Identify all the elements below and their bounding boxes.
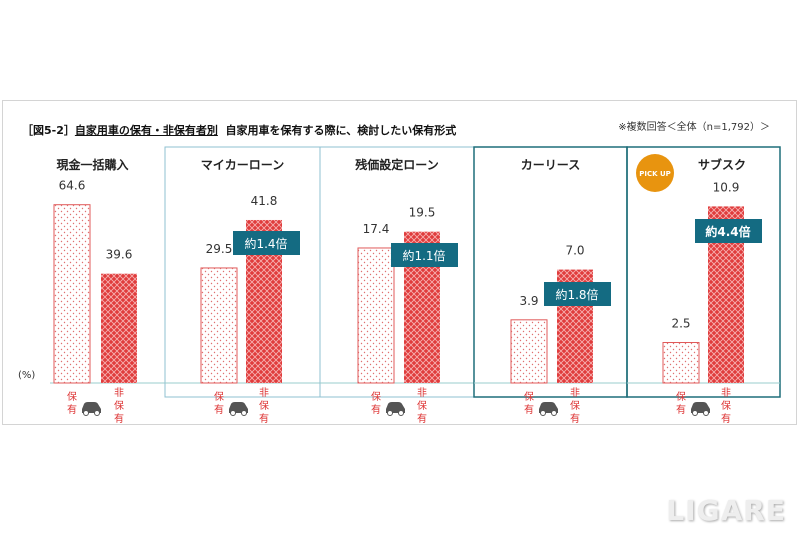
bar-hold — [662, 342, 700, 384]
legend-hold: 有 — [214, 403, 224, 416]
chart-title: ［図5-2］自家用車の保有・非保有者別 自家用車を保有する際に、検討したい保有形… — [22, 124, 457, 137]
legend-nonhold: 非 — [114, 387, 124, 399]
panel-border — [473, 146, 628, 398]
multiplier-text: 約1.8倍 — [555, 287, 598, 302]
value-label-hold: 17.4 — [363, 222, 390, 236]
unit-label: (%) — [18, 370, 35, 381]
value-label-hold: 64.6 — [59, 179, 86, 193]
car-wheel — [241, 410, 247, 416]
panel-border — [626, 146, 781, 398]
panel-border — [319, 146, 475, 398]
car-wheel — [83, 410, 89, 416]
car-wheel — [703, 410, 709, 416]
value-label-nonhold: 7.0 — [565, 244, 584, 258]
legend-hold: 有 — [676, 403, 686, 416]
legend-nonhold: 有 — [570, 412, 580, 425]
legend-nonhold: 有 — [417, 412, 427, 425]
value-label-nonhold: 10.9 — [713, 180, 740, 194]
value-label-nonhold: 39.6 — [106, 248, 133, 262]
multiplier-badge — [544, 282, 611, 306]
legend-hold: 有 — [524, 403, 534, 416]
legend-nonhold: 非 — [417, 387, 427, 399]
car-wheel — [387, 410, 393, 416]
category-label: サブスク — [698, 157, 746, 172]
category-label: 現金一括購入 — [56, 157, 128, 172]
legend-nonhold: 非 — [259, 387, 269, 399]
value-label-hold: 2.5 — [671, 317, 690, 331]
legend-hold: 有 — [67, 403, 77, 416]
multiplier-text: 約1.4倍 — [244, 236, 287, 251]
bar-hold — [200, 267, 238, 384]
legend-nonhold: 有 — [721, 412, 731, 425]
category-label: マイカーローン — [201, 158, 284, 172]
legend-nonhold: 保 — [417, 399, 427, 412]
legend-hold: 保 — [524, 390, 534, 403]
value-label-nonhold: 19.5 — [409, 206, 436, 220]
legend-nonhold: 有 — [114, 412, 124, 425]
pickup-badge — [636, 154, 674, 192]
multiplier-badge — [391, 243, 458, 267]
value-label-nonhold: 41.8 — [251, 194, 278, 208]
multiplier-text: 約4.4倍 — [705, 224, 750, 239]
category-label: 残価設定ローン — [355, 157, 438, 172]
legend-nonhold: 非 — [570, 387, 580, 399]
legend-hold: 保 — [214, 390, 224, 403]
value-label-hold: 29.5 — [206, 242, 233, 256]
category-label: カーリース — [521, 158, 580, 172]
car-wheel — [94, 410, 100, 416]
bar-hold — [510, 319, 548, 384]
legend-nonhold: 保 — [721, 399, 731, 412]
multiplier-badge — [695, 219, 762, 243]
bar-hold — [53, 204, 91, 384]
bar-nonhold — [101, 273, 137, 383]
bar-hold — [357, 247, 395, 384]
multiplier-badge — [233, 231, 300, 255]
ligare-logo: LIGARE — [666, 494, 786, 527]
car-wheel — [398, 410, 404, 416]
chart-frame — [2, 100, 797, 425]
pickup-text: PICK UP — [639, 170, 671, 178]
car-wheel — [551, 410, 557, 416]
legend-hold: 有 — [371, 403, 381, 416]
multiplier-text: 約1.1倍 — [402, 248, 445, 263]
legend-hold: 保 — [676, 390, 686, 403]
value-label-hold: 3.9 — [519, 294, 538, 308]
legend-nonhold: 保 — [259, 399, 269, 412]
legend-hold: 保 — [371, 390, 381, 403]
legend-hold: 保 — [67, 390, 77, 403]
car-wheel — [540, 410, 546, 416]
legend-nonhold: 有 — [259, 412, 269, 425]
car-wheel — [692, 410, 698, 416]
car-wheel — [230, 410, 236, 416]
legend-nonhold: 保 — [570, 399, 580, 412]
panel-border — [164, 146, 321, 398]
legend-nonhold: 保 — [114, 399, 124, 412]
sample-note: ※複数回答＜全体（n=1,792）＞ — [618, 122, 770, 133]
legend-nonhold: 非 — [721, 387, 731, 399]
